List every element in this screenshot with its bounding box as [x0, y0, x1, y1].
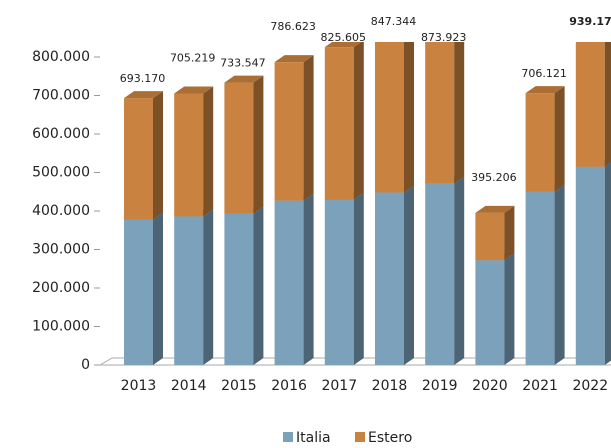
bar-side — [504, 205, 515, 261]
bar-side — [303, 55, 314, 201]
bar-segment — [274, 62, 304, 201]
bar-side — [253, 75, 264, 214]
bar-segment — [475, 212, 505, 261]
bar-top — [375, 32, 414, 39]
bar-segment — [375, 42, 404, 193]
y-tick-label: 500.000 — [32, 165, 90, 181]
legend-swatch — [283, 432, 293, 442]
x-tick-label: 2016 — [271, 378, 307, 394]
value-label: 847.344 — [371, 15, 417, 28]
x-tick-label: 2015 — [221, 378, 257, 394]
y-tick-label: 700.000 — [32, 88, 90, 104]
value-label: 705.219 — [170, 51, 216, 64]
bar-side — [604, 162, 611, 365]
bar-top — [224, 75, 264, 83]
bar-top — [425, 22, 464, 29]
x-tick-label: 2018 — [372, 378, 408, 394]
legend-swatch — [355, 432, 365, 442]
value-label: 873.923 — [421, 31, 467, 44]
y-tick-label: 200.000 — [32, 280, 90, 296]
legend-label: Italia — [296, 430, 331, 446]
bar-side — [554, 184, 565, 365]
bar-top — [324, 42, 362, 48]
bar-side — [504, 253, 515, 365]
y-tick-label: 400.000 — [32, 203, 90, 219]
bar-side — [253, 206, 264, 365]
y-tick-label: 300.000 — [32, 242, 90, 258]
bar-segment — [174, 216, 204, 365]
bar-top — [576, 0, 611, 3]
bar-segment — [224, 82, 254, 214]
value-label: 825.605 — [321, 31, 367, 44]
legend-label: Estero — [368, 430, 412, 446]
value-label: 395.206 — [471, 171, 517, 184]
bar-segment — [475, 260, 505, 365]
bar-segment — [224, 213, 254, 365]
bar-side — [454, 176, 465, 365]
bar-segment — [274, 200, 304, 365]
y-tick-label: 600.000 — [32, 126, 90, 142]
bar-segment — [525, 191, 555, 365]
bar-segment — [375, 192, 404, 365]
bar-segment — [425, 183, 455, 365]
bar-side — [203, 209, 214, 365]
y-tick-label: 800.000 — [32, 49, 90, 65]
bar-top — [525, 86, 565, 94]
bar-segment — [324, 199, 354, 365]
bar-side — [353, 192, 364, 365]
y-tick-label: 100.000 — [32, 319, 90, 335]
bar-segment — [174, 93, 204, 217]
value-label: 939.174 — [569, 15, 611, 28]
bar-top — [475, 205, 515, 213]
bar-top — [174, 86, 214, 94]
bar-top — [274, 55, 314, 63]
value-label: 706.121 — [521, 67, 567, 80]
bar-segment — [124, 98, 153, 220]
x-tick-label: 2019 — [422, 378, 458, 394]
x-tick-label: 2014 — [171, 378, 207, 394]
value-label: 693.170 — [120, 72, 166, 85]
x-tick-label: 2017 — [321, 378, 357, 394]
bar-segment — [124, 219, 153, 365]
x-tick-label: 2013 — [121, 378, 157, 394]
bar-side — [554, 86, 565, 192]
value-label: 786.623 — [270, 20, 316, 33]
bar-segment — [575, 42, 605, 167]
bar-segment — [324, 47, 354, 200]
x-tick-label: 2020 — [472, 378, 508, 394]
bar-segment — [525, 93, 555, 192]
bar-side — [404, 185, 414, 365]
x-tick-label: 2021 — [522, 378, 558, 394]
x-tick-label: 2022 — [572, 378, 608, 394]
bars — [124, 0, 611, 365]
bar-side — [353, 42, 364, 200]
bar-side — [604, 42, 611, 167]
bar-side — [404, 42, 414, 193]
bar-top — [124, 91, 163, 99]
bar-segment — [425, 42, 455, 184]
bar-side — [454, 42, 465, 184]
y-tick-label: 0 — [81, 357, 90, 373]
bar-segment — [575, 166, 605, 365]
value-label: 733.547 — [220, 57, 266, 70]
bar-side — [303, 193, 314, 365]
bar-side — [153, 212, 163, 365]
bar-side — [203, 86, 214, 217]
bar-side — [153, 91, 163, 220]
